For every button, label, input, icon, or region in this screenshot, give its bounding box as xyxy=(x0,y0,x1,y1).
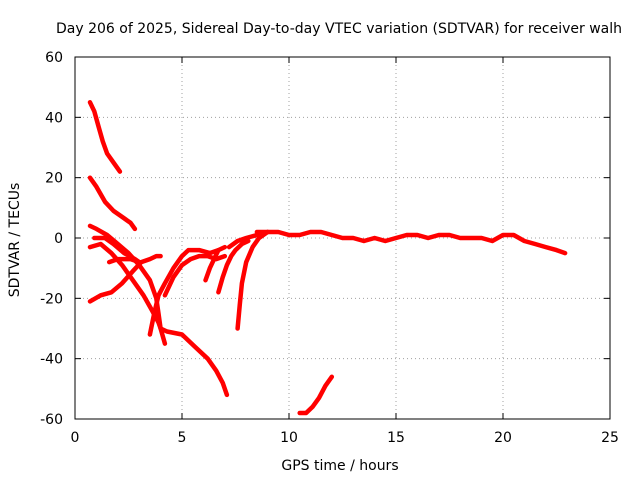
series-arc-14 xyxy=(254,229,568,256)
x-tick-label: 5 xyxy=(178,430,187,446)
y-axis-label: SDTVAR / TECUs xyxy=(7,183,23,298)
series-arc-15 xyxy=(297,374,335,416)
series-arc-11 xyxy=(216,238,251,295)
y-tick-label: -40 xyxy=(40,352,63,368)
series-arc-1 xyxy=(87,100,123,174)
x-tick-label: 20 xyxy=(494,430,512,446)
y-tick-label: 60 xyxy=(45,50,63,66)
series-arc-13 xyxy=(226,229,270,250)
series-arc-2 xyxy=(87,175,138,232)
x-tick-label: 15 xyxy=(387,430,405,446)
series-arc-9 xyxy=(162,253,228,298)
data-series xyxy=(87,100,568,416)
axis-ticks: 0 5 10 15 20 25 -60 -40 -20 0 20 40 60 xyxy=(40,50,619,446)
x-tick-label: 25 xyxy=(601,430,619,446)
y-tick-label: -60 xyxy=(40,412,63,428)
x-tick-label: 10 xyxy=(280,430,298,446)
series-arc-5 xyxy=(87,253,163,304)
series-arc-4 xyxy=(87,241,230,398)
series-arc-12 xyxy=(235,229,270,331)
series-arc-10 xyxy=(203,247,221,283)
x-tick-label: 0 xyxy=(71,430,80,446)
chart-title: Day 206 of 2025, Sidereal Day-to-day VTE… xyxy=(56,21,622,37)
y-tick-label: 40 xyxy=(45,110,63,126)
y-tick-label: 0 xyxy=(54,231,63,247)
y-tick-label: -20 xyxy=(40,291,63,307)
y-tick-label: 20 xyxy=(45,171,63,187)
x-axis-label: GPS time / hours xyxy=(281,458,398,474)
series-arc-8 xyxy=(147,244,228,337)
series-arc-7 xyxy=(106,256,142,265)
